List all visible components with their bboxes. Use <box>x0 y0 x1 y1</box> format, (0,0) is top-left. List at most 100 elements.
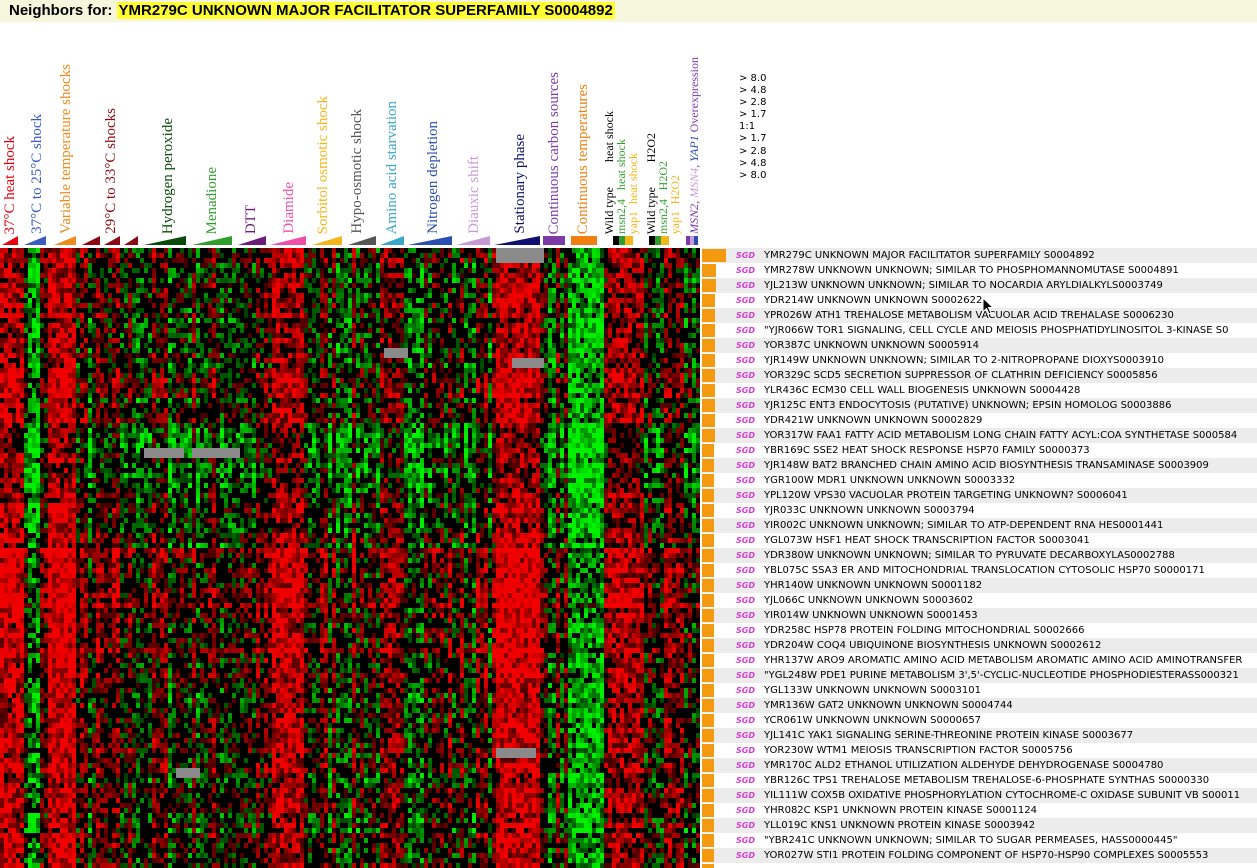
gene-description[interactable]: YBL075C SSA3 ER AND MITOCHONDRIAL TRANSL… <box>764 565 1205 576</box>
gene-description[interactable]: YJL066C UNKNOWN UNKNOWN S0003602 <box>764 595 974 606</box>
sgd-link[interactable]: SGD <box>736 761 755 770</box>
gene-description[interactable]: YBR126C TPS1 TREHALOSE METABOLISM TREHAL… <box>764 775 1210 786</box>
gene-row[interactable]: SGD YBR126C TPS1 TREHALOSE METABOLISM TRE… <box>702 773 1257 788</box>
gene-description[interactable]: YOR329C SCD5 SECRETION SUPPRESSOR OF CLA… <box>764 370 1158 381</box>
sgd-link[interactable]: SGD <box>736 491 755 500</box>
gene-row[interactable]: SGD YBR169C SSE2 HEAT SHOCK RESPONSE HSP7… <box>702 443 1257 458</box>
gene-row[interactable]: SGD YPR026W ATH1 TREHALOSE METABOLISM VAC… <box>702 308 1257 323</box>
gene-description[interactable]: YMR278W UNKNOWN UNKNOWN; SIMILAR TO PHOS… <box>764 265 1179 276</box>
gene-row[interactable]: SGD "YBR241C UNKNOWN UNKNOWN; SIMILAR TO … <box>702 833 1257 848</box>
sgd-link[interactable]: SGD <box>736 656 755 665</box>
gene-row[interactable]: SGD YGR100W MDR1 UNKNOWN UNKNOWN S0003332 <box>702 473 1257 488</box>
sgd-link[interactable]: SGD <box>736 746 755 755</box>
gene-row[interactable]: SGD YMR170C ALD2 ETHANOL UTILIZATION ALDE… <box>702 758 1257 773</box>
gene-row[interactable]: SGD YIR014W UNKNOWN UNKNOWN S0001453 <box>702 608 1257 623</box>
gene-description[interactable]: YIL111W COX5B OXIDATIVE PHOSPHORYLATION … <box>764 790 1241 801</box>
gene-description[interactable]: YGR100W MDR1 UNKNOWN UNKNOWN S0003332 <box>764 475 1016 486</box>
sgd-link[interactable]: SGD <box>736 701 755 710</box>
expression-heatmap[interactable] <box>0 248 700 868</box>
sgd-link[interactable]: SGD <box>736 371 755 380</box>
sgd-link[interactable]: SGD <box>736 356 755 365</box>
sgd-link[interactable]: SGD <box>736 536 755 545</box>
gene-description[interactable]: YOR230W WTM1 MEIOSIS TRANSCRIPTION FACTO… <box>764 745 1073 756</box>
sgd-link[interactable]: SGD <box>736 791 755 800</box>
gene-description[interactable]: YGL133W UNKNOWN UNKNOWN S0003101 <box>764 685 981 696</box>
gene-row[interactable] <box>702 863 1257 868</box>
gene-description[interactable]: YBR169C SSE2 HEAT SHOCK RESPONSE HSP70 F… <box>764 445 1090 456</box>
gene-row[interactable]: SGD YJR148W BAT2 BRANCHED CHAIN AMINO ACI… <box>702 458 1257 473</box>
sgd-link[interactable]: SGD <box>736 446 755 455</box>
gene-row[interactable]: SGD YHR082C KSP1 UNKNOWN PROTEIN KINASE S… <box>702 803 1257 818</box>
gene-row[interactable]: SGD YDR214W UNKNOWN UNKNOWN S0002622 <box>702 293 1257 308</box>
gene-description[interactable]: YJR033C UNKNOWN UNKNOWN S0003794 <box>764 505 975 516</box>
gene-description[interactable]: YDR214W UNKNOWN UNKNOWN S0002622 <box>764 295 983 306</box>
gene-row[interactable]: SGD "YJR066W TOR1 SIGNALING, CELL CYCLE A… <box>702 323 1257 338</box>
gene-description[interactable]: YJR125C ENT3 ENDOCYTOSIS (PUTATIVE) UNKN… <box>764 400 1172 411</box>
sgd-link[interactable]: SGD <box>736 836 755 845</box>
gene-row[interactable]: SGD YCR061W UNKNOWN UNKNOWN S0000657 <box>702 713 1257 728</box>
gene-description[interactable]: YDR258C HSP78 PROTEIN FOLDING MITOCHONDR… <box>764 625 1085 636</box>
sgd-link[interactable]: SGD <box>736 266 755 275</box>
sgd-link[interactable]: SGD <box>736 596 755 605</box>
sgd-link[interactable]: SGD <box>736 686 755 695</box>
sgd-link[interactable]: SGD <box>736 806 755 815</box>
gene-row[interactable]: SGD YGL073W HSF1 HEAT SHOCK TRANSCRIPTION… <box>702 533 1257 548</box>
gene-description[interactable]: YDR204W COQ4 UBIQUINONE BIOSYNTHESIS UNK… <box>764 640 1102 651</box>
gene-row[interactable]: SGD YPL120W VPS30 VACUOLAR PROTEIN TARGET… <box>702 488 1257 503</box>
gene-description[interactable]: YLR436C ECM30 CELL WALL BIOGENESIS UNKNO… <box>764 385 1081 396</box>
gene-description[interactable]: YHR137W ARO9 AROMATIC AMINO ACID METABOL… <box>764 655 1243 666</box>
gene-description[interactable]: YJR149W UNKNOWN UNKNOWN; SIMILAR TO 2-NI… <box>764 355 1164 366</box>
sgd-link[interactable]: SGD <box>736 461 755 470</box>
gene-row[interactable]: SGD YJR125C ENT3 ENDOCYTOSIS (PUTATIVE) U… <box>702 398 1257 413</box>
sgd-link[interactable]: SGD <box>736 416 755 425</box>
gene-description[interactable]: YLL019C KNS1 UNKNOWN PROTEIN KINASE S000… <box>764 820 1036 831</box>
gene-description[interactable]: YHR082C KSP1 UNKNOWN PROTEIN KINASE S000… <box>764 805 1037 816</box>
sgd-link[interactable]: SGD <box>736 716 755 725</box>
gene-row[interactable]: SGD YIR002C UNKNOWN UNKNOWN; SIMILAR TO A… <box>702 518 1257 533</box>
gene-row[interactable]: SGD YOR317W FAA1 FATTY ACID METABOLISM LO… <box>702 428 1257 443</box>
sgd-link[interactable]: SGD <box>736 311 755 320</box>
sgd-link[interactable]: SGD <box>736 776 755 785</box>
gene-description[interactable]: YPR026W ATH1 TREHALOSE METABOLISM VACUOL… <box>764 310 1174 321</box>
gene-row[interactable]: SGD YJR033C UNKNOWN UNKNOWN S0003794 <box>702 503 1257 518</box>
gene-description[interactable]: YCR061W UNKNOWN UNKNOWN S0000657 <box>764 715 982 726</box>
sgd-link[interactable]: SGD <box>736 296 755 305</box>
gene-description[interactable]: YJL141C YAK1 SIGNALING SERINE-THREONINE … <box>764 730 1134 741</box>
gene-row[interactable]: SGD YDR421W UNKNOWN UNKNOWN S0002829 <box>702 413 1257 428</box>
gene-description[interactable]: YHR140W UNKNOWN UNKNOWN S0001182 <box>764 580 983 591</box>
gene-row[interactable]: SGD YGL133W UNKNOWN UNKNOWN S0003101 <box>702 683 1257 698</box>
sgd-link[interactable]: SGD <box>736 671 755 680</box>
gene-description[interactable]: YJL213W UNKNOWN UNKNOWN; SIMILAR TO NOCA… <box>764 280 1163 291</box>
gene-row[interactable]: SGD YIL111W COX5B OXIDATIVE PHOSPHORYLATI… <box>702 788 1257 803</box>
gene-description[interactable]: YMR136W GAT2 UNKNOWN UNKNOWN S0004744 <box>764 700 1013 711</box>
gene-description[interactable]: "YJR066W TOR1 SIGNALING, CELL CYCLE AND … <box>764 325 1229 336</box>
sgd-link[interactable]: SGD <box>736 506 755 515</box>
gene-description[interactable]: YMR279C UNKNOWN MAJOR FACILITATOR SUPERF… <box>764 250 1095 261</box>
gene-row[interactable]: SGD YDR380W UNKNOWN UNKNOWN; SIMILAR TO P… <box>702 548 1257 563</box>
gene-row[interactable]: SGD YDR204W COQ4 UBIQUINONE BIOSYNTHESIS … <box>702 638 1257 653</box>
gene-description[interactable]: YDR421W UNKNOWN UNKNOWN S0002829 <box>764 415 983 426</box>
gene-row[interactable]: SGD YBL075C SSA3 ER AND MITOCHONDRIAL TRA… <box>702 563 1257 578</box>
gene-description[interactable]: "YGL248W PDE1 PURINE METABOLISM 3',5'-CY… <box>764 670 1239 681</box>
gene-row[interactable]: SGD YJL141C YAK1 SIGNALING SERINE-THREONI… <box>702 728 1257 743</box>
gene-description[interactable]: YGL073W HSF1 HEAT SHOCK TRANSCRIPTION FA… <box>764 535 1090 546</box>
gene-description[interactable]: YMR170C ALD2 ETHANOL UTILIZATION ALDEHYD… <box>764 760 1164 771</box>
gene-row[interactable]: SGD YJR149W UNKNOWN UNKNOWN; SIMILAR TO 2… <box>702 353 1257 368</box>
gene-description[interactable]: "YBR241C UNKNOWN UNKNOWN; SIMILAR TO SUG… <box>764 835 1178 846</box>
sgd-link[interactable]: SGD <box>736 281 755 290</box>
sgd-link[interactable]: SGD <box>736 431 755 440</box>
gene-row[interactable]: SGD YHR137W ARO9 AROMATIC AMINO ACID META… <box>702 653 1257 668</box>
gene-row[interactable]: SGD YHR140W UNKNOWN UNKNOWN S0001182 <box>702 578 1257 593</box>
sgd-link[interactable]: SGD <box>736 326 755 335</box>
sgd-link[interactable]: SGD <box>736 641 755 650</box>
sgd-link[interactable]: SGD <box>736 386 755 395</box>
gene-row[interactable]: SGD YOR027W STI1 PROTEIN FOLDING COMPONEN… <box>702 848 1257 863</box>
sgd-link[interactable]: SGD <box>736 476 755 485</box>
sgd-link[interactable]: SGD <box>736 581 755 590</box>
sgd-link[interactable]: SGD <box>736 821 755 830</box>
gene-row[interactable]: SGD YJL066C UNKNOWN UNKNOWN S0003602 <box>702 593 1257 608</box>
sgd-link[interactable]: SGD <box>736 521 755 530</box>
gene-description[interactable]: YJR148W BAT2 BRANCHED CHAIN AMINO ACID B… <box>764 460 1209 471</box>
gene-row[interactable]: SGD YOR329C SCD5 SECRETION SUPPRESSOR OF … <box>702 368 1257 383</box>
gene-description[interactable]: YPL120W VPS30 VACUOLAR PROTEIN TARGETING… <box>764 490 1128 501</box>
